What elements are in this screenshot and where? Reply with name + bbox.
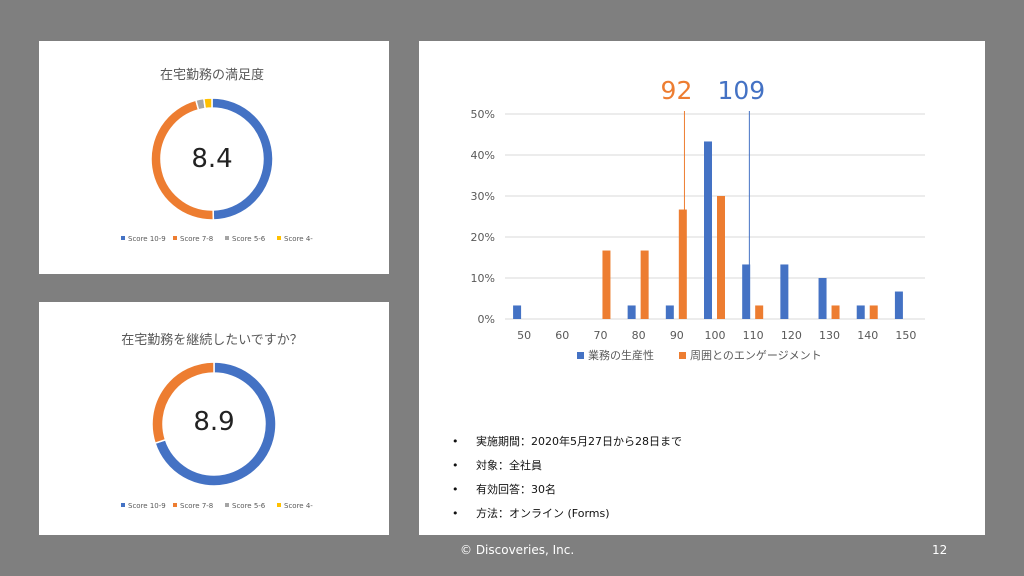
legend-label: 業務の生産性 (588, 348, 654, 362)
y-tick-label: 0% (478, 313, 495, 326)
legend-label: Score 4- (284, 502, 313, 510)
bar-productivity-100 (704, 141, 712, 319)
y-tick-label: 40% (471, 149, 495, 162)
gridlines (505, 113, 925, 320)
donut-slice-2 (151, 361, 215, 445)
reference-label-92: 92 (661, 76, 693, 105)
y-tick-label: 10% (471, 272, 495, 285)
bar-productivity-90 (665, 305, 674, 319)
legend-label: Score 10-9 (128, 502, 166, 510)
x-tick-label: 130 (819, 329, 840, 342)
page-number: 12 (932, 543, 948, 557)
bar-engagement-100 (717, 196, 725, 319)
bar-engagement-90 (678, 209, 687, 319)
legend-swatch (173, 236, 177, 240)
x-tick-label: 120 (781, 329, 802, 342)
legend-swatch (277, 236, 281, 240)
donut-slice-4 (203, 97, 213, 110)
legend-label: Score 10-9 (128, 235, 166, 243)
survey-info-list: 実施期間：2020年5月27日から28日まで 対象：全社員 有効回答：30名 方… (452, 434, 682, 530)
bar-productivity-150 (894, 291, 903, 319)
satisfaction-chart-panel: 在宅勤務の満足度 8.4 Score 10-9 Score 7-8 Score 5-… (39, 41, 389, 274)
bullet-responses: 有効回答：30名 (452, 482, 682, 506)
legend-label: 周囲とのエンゲージメント (690, 349, 822, 362)
legend-label: Score 4- (284, 235, 313, 243)
bullet-period: 実施期間：2020年5月27日から28日まで (452, 434, 682, 458)
bar-engagement-130 (831, 305, 840, 319)
legend-swatch (277, 503, 281, 507)
y-tick-label: 30% (471, 190, 495, 203)
x-tick-label: 80 (632, 329, 646, 342)
chart-title: 在宅勤務を継続したいですか？ (121, 333, 303, 348)
y-tick-label: 50% (471, 108, 495, 121)
bar-productivity-50 (513, 305, 522, 319)
bar-engagement-70 (602, 250, 611, 319)
legend-swatch (225, 236, 229, 240)
x-tick-label: 70 (593, 329, 607, 342)
reference-label-109: 109 (718, 76, 766, 105)
copyright: © Discoveries, Inc. (460, 543, 575, 557)
legend-swatch (225, 503, 229, 507)
x-tick-label: 110 (743, 329, 764, 342)
x-tick-label: 100 (705, 329, 726, 342)
legend-swatch (173, 503, 177, 507)
legend-label: Score 7-8 (180, 235, 213, 243)
bar-engagement-80 (640, 250, 649, 319)
satisfaction-donut-chart: 在宅勤務の満足度 8.4 Score 10-9 Score 7-8 Score 5-… (121, 67, 313, 243)
donut-center-value: 8.4 (191, 144, 232, 174)
x-tick-label: 60 (555, 329, 569, 342)
legend-label: Score 5-6 (232, 235, 266, 243)
x-tick-label: 50 (517, 329, 531, 342)
chart-title: 在宅勤務の満足度 (160, 67, 264, 83)
x-tick-label: 150 (895, 329, 916, 342)
continue-chart-panel: 在宅勤務を継続したいですか？ 8.9 Score 10-9 Score 7-8 Sc… (39, 302, 389, 535)
x-tick-label: 90 (670, 329, 684, 342)
bullet-method: 方法：オンライン (Forms) (452, 506, 682, 530)
donut-center-value: 8.9 (193, 407, 234, 437)
bullet-target: 対象：全社員 (452, 458, 682, 482)
legend-swatch (121, 503, 125, 507)
bar-productivity-110 (742, 264, 751, 319)
x-tick-label: 140 (857, 329, 878, 342)
bar-productivity-120 (780, 264, 789, 319)
bar-engagement-140 (869, 305, 878, 319)
legend-swatch (679, 352, 686, 359)
legend-swatch (577, 352, 584, 359)
bar-productivity-80 (627, 305, 636, 319)
distribution-bar-chart: 0% 10% 20% 30% 40% 50% 50 60 70 80 90 100 110 120 130 1… (471, 76, 925, 362)
legend-label: Score 5-6 (232, 502, 266, 510)
bar-productivity-130 (818, 278, 827, 319)
continue-donut-chart: 在宅勤務を継続したいですか？ 8.9 Score 10-9 Score 7-8 Sc… (121, 333, 313, 510)
y-tick-label: 20% (471, 231, 495, 244)
bar-engagement-110 (755, 305, 764, 319)
bar-productivity-140 (856, 305, 865, 319)
legend-swatch (121, 236, 125, 240)
legend-label: Score 7-8 (180, 502, 213, 510)
